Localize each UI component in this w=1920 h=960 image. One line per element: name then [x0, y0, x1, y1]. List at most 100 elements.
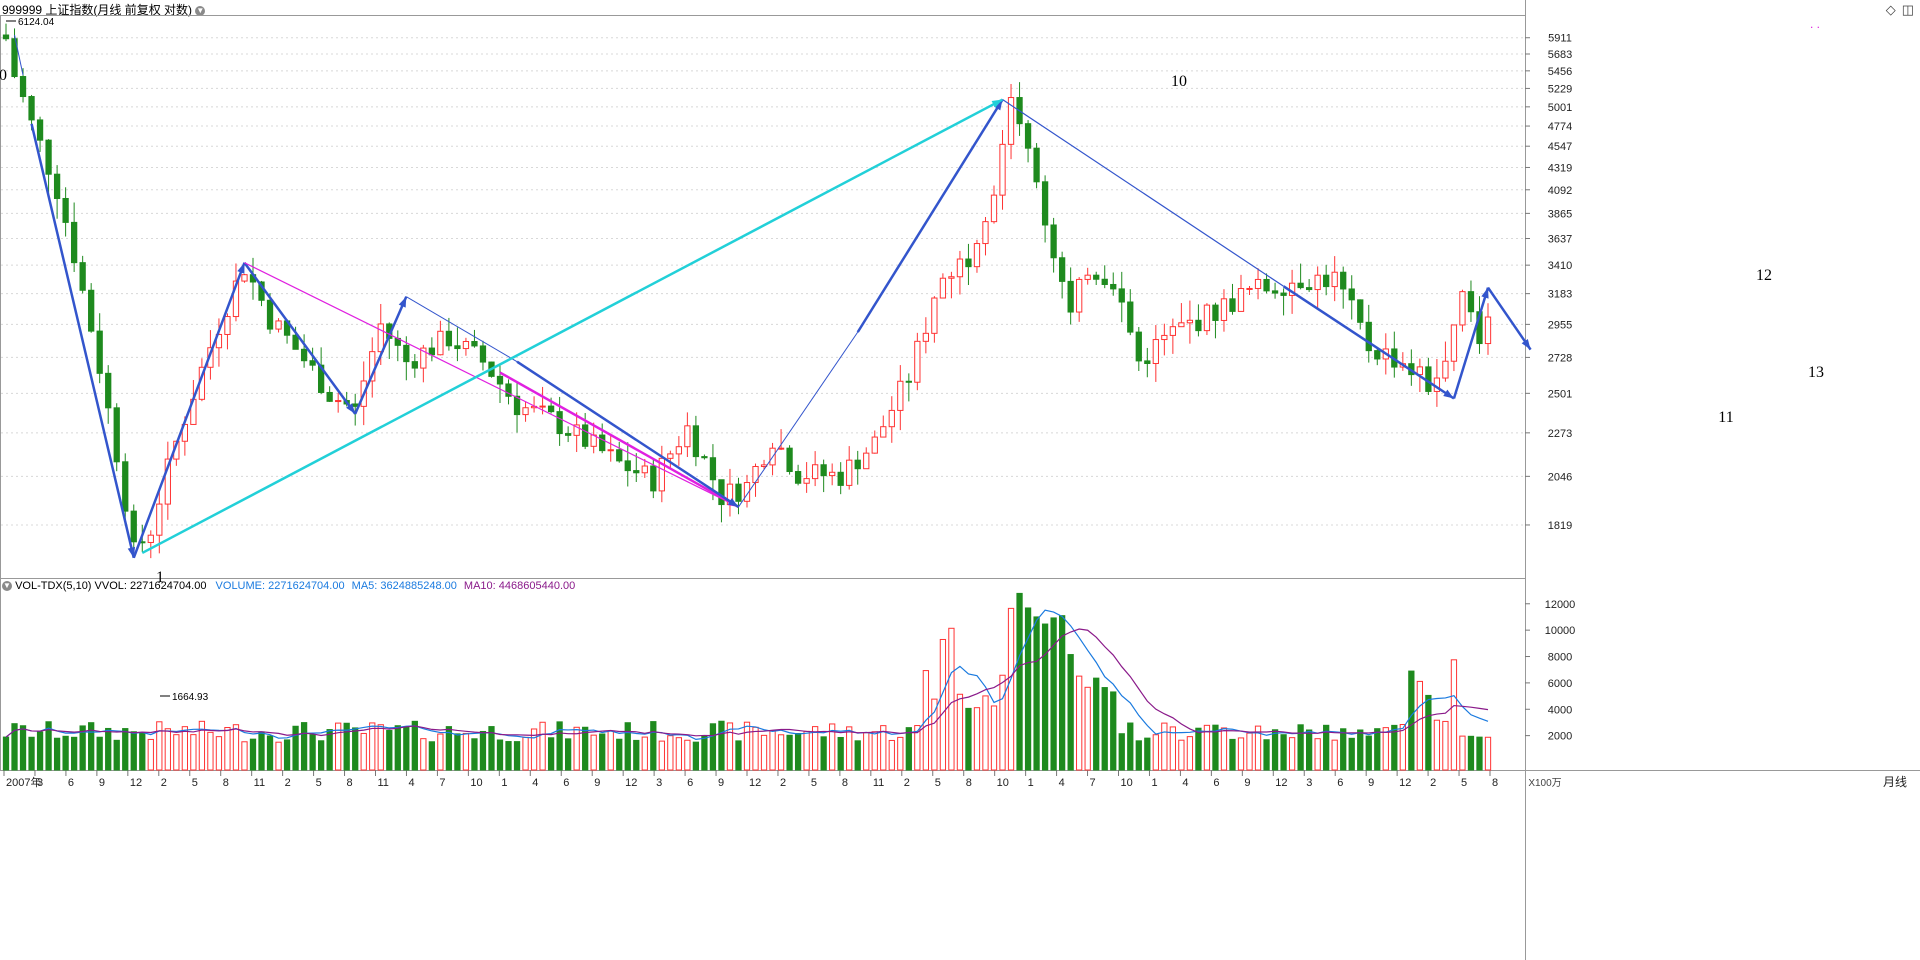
candle-series — [2, 23, 1492, 559]
candle-body — [1144, 360, 1151, 365]
volume-ma5-line — [5, 609, 1489, 740]
volume-bar — [232, 724, 240, 771]
wave-4-5-head — [727, 498, 739, 507]
candle-body — [1340, 271, 1347, 290]
ma5-label: MA5: 3624885248.00 — [351, 580, 457, 592]
candle-body — [70, 221, 78, 264]
wave-label: 1 — [156, 569, 164, 586]
candle-body — [2, 34, 10, 40]
volume-bar — [403, 726, 410, 771]
volume-bar — [53, 737, 61, 771]
volume-bar — [326, 729, 333, 771]
volume-bar — [215, 736, 223, 771]
volume-bar — [386, 730, 393, 771]
candle-body — [607, 449, 614, 452]
volume-bar — [675, 737, 683, 771]
volume-bar — [394, 725, 401, 771]
month-label: 8 — [1492, 777, 1498, 789]
candle-body — [96, 330, 103, 374]
candle-body — [786, 447, 793, 473]
chart-title-bar: 999999 上证指数(月线 前复权 对数) ▼ — [2, 1, 206, 18]
candle-body — [1450, 324, 1458, 362]
candle-body — [803, 478, 810, 484]
candle-body — [1152, 339, 1159, 365]
month-label: 2 — [780, 777, 786, 789]
price-axis-label: 5229 — [1548, 83, 1572, 95]
volume-bar — [437, 733, 444, 771]
month-label: 7 — [1090, 777, 1096, 789]
volume-bar — [36, 731, 44, 771]
month-label: 2 — [161, 777, 167, 789]
volume-bar — [11, 723, 18, 771]
candle-body — [326, 391, 333, 402]
volume-bar — [539, 721, 546, 771]
candle-body — [905, 380, 912, 383]
panel-toggle-icon[interactable]: ◫ — [1901, 2, 1914, 17]
volume-bar — [829, 723, 836, 771]
volume-bar — [1263, 739, 1270, 771]
volume-bar — [1484, 736, 1492, 771]
volume-bar — [1016, 592, 1023, 771]
diamond-icon[interactable]: ◇ — [1885, 2, 1896, 17]
candle-body — [471, 340, 478, 347]
volume-bar — [1314, 738, 1321, 771]
candle-body — [820, 464, 827, 477]
wave-11-12-head — [1481, 287, 1489, 299]
candle-body — [556, 411, 563, 435]
volume-bar — [658, 740, 665, 771]
month-label: 4 — [532, 777, 538, 789]
volume-bar — [300, 722, 308, 771]
candle-body — [897, 380, 904, 411]
ma10-label: MA10: 4468605440.00 — [463, 580, 576, 592]
volume-legend: ▼ VOL-TDX(5,10) VVOL: 2271624704.00 VOLU… — [2, 580, 575, 592]
candle-body — [241, 274, 248, 282]
wave-5-10-head — [993, 99, 1003, 111]
volume-axis-label: 2000 — [1548, 731, 1572, 743]
candle-body — [1467, 291, 1475, 313]
volume-bar — [275, 741, 282, 771]
volume-bar — [360, 732, 367, 771]
month-label: 7 — [439, 777, 445, 789]
volume-bar — [224, 727, 231, 771]
volume-bar — [811, 726, 819, 771]
wave-3-4 — [354, 296, 408, 415]
volume-bar — [369, 722, 376, 771]
marker-dots: . . — [1810, 17, 1820, 31]
candle-body — [990, 194, 998, 223]
volume-bar — [1127, 722, 1134, 771]
candle-body — [36, 119, 44, 141]
volume-bar — [735, 740, 742, 771]
month-label: 6 — [1213, 777, 1219, 789]
volume-bar — [931, 698, 938, 771]
candle-body — [317, 364, 325, 393]
candle-body — [871, 436, 878, 454]
volume-bar — [113, 739, 120, 771]
candle-body — [684, 425, 691, 448]
volume-bar — [1280, 734, 1287, 771]
candle-body — [1263, 278, 1270, 292]
price-axis-label: 2501 — [1548, 388, 1572, 400]
volume-settings-icon[interactable]: ▼ — [2, 581, 12, 592]
wave-5-10-thin — [738, 331, 859, 508]
candle-body — [411, 361, 418, 369]
candle-body — [122, 461, 129, 512]
settings-circle-icon[interactable]: ▼ — [195, 5, 206, 16]
month-label: 8 — [966, 777, 972, 789]
candle-body — [88, 289, 95, 332]
volume-bar — [624, 722, 631, 771]
volume-bar — [1399, 724, 1406, 771]
candle-body — [1110, 283, 1117, 290]
volume-bar — [1433, 719, 1441, 771]
volume-bar — [1237, 737, 1245, 771]
volume-bar — [420, 738, 427, 771]
price-axis-label: 4547 — [1548, 141, 1572, 153]
volume-bar — [79, 725, 86, 771]
candle-body — [692, 425, 700, 458]
candle-body — [999, 143, 1006, 196]
volume-bar — [1220, 727, 1228, 771]
volume-bar — [190, 734, 197, 771]
volume-bar — [258, 731, 265, 771]
month-label: 9 — [1368, 777, 1374, 789]
month-label: 4 — [1182, 777, 1188, 789]
